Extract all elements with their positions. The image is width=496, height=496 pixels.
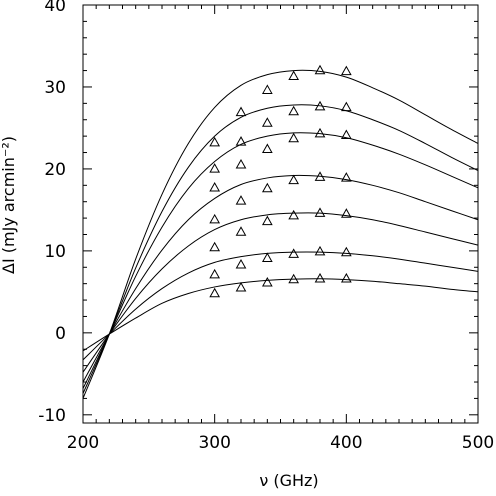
y-tick-label: 0 (55, 324, 66, 344)
triangle-marker-s1 (314, 272, 326, 283)
triangle-marker-s2 (235, 258, 247, 269)
triangle-marker-s7 (261, 84, 273, 94)
triangle-marker-s2 (340, 246, 352, 257)
triangle-marker-s3 (209, 241, 221, 252)
series-markers (209, 64, 352, 298)
triangle-marker-s4 (235, 195, 247, 205)
series-curves (82, 69, 479, 399)
triangle-marker-s7 (314, 64, 326, 75)
series-line-4 (82, 174, 479, 383)
triangle-marker-s5 (235, 159, 247, 169)
triangle-marker-s1 (209, 287, 221, 298)
x-axis-label: ν (GHz) (259, 471, 318, 490)
series-line-1 (82, 278, 479, 352)
triangle-marker-s7 (340, 65, 352, 76)
triangle-marker-s7 (209, 136, 221, 147)
triangle-marker-s1 (261, 277, 273, 287)
triangle-marker-s7 (235, 106, 247, 117)
y-axis-ticks: -10 0 10 20 30 40 (38, 0, 478, 426)
series-line-2 (82, 251, 479, 361)
triangle-marker-s3 (261, 215, 273, 226)
y-tick-label: 10 (44, 242, 66, 262)
y-tick-label: -10 (38, 406, 66, 426)
y-axis-label: ΔI (mJy arcmin⁻²) (0, 136, 18, 274)
x-tick-label: 500 (462, 433, 494, 453)
series-line-6 (82, 104, 479, 394)
triangle-marker-s4 (340, 172, 352, 182)
y-tick-label: 40 (44, 0, 66, 16)
y-tick-label: 30 (44, 78, 66, 98)
x-tick-label: 300 (198, 433, 230, 453)
series-line-3 (82, 212, 479, 373)
triangle-marker-s4 (314, 171, 326, 181)
triangle-marker-s2 (209, 268, 221, 279)
series-line-5 (82, 132, 479, 389)
triangle-marker-s3 (288, 209, 300, 220)
triangle-marker-s5 (340, 129, 352, 140)
triangle-marker-s3 (340, 208, 352, 218)
x-axis-ticks: 200 300 400 500 (67, 5, 494, 453)
triangle-marker-s2 (314, 245, 326, 256)
triangle-marker-s2 (288, 248, 300, 258)
triangle-marker-s2 (261, 252, 273, 262)
triangle-marker-s3 (314, 207, 326, 217)
x-tick-label: 400 (330, 433, 362, 453)
triangle-marker-s4 (288, 174, 300, 185)
triangle-marker-s7 (288, 70, 300, 81)
series-line-7 (82, 69, 479, 399)
triangle-marker-s6 (209, 163, 221, 173)
triangle-marker-s5 (261, 143, 273, 153)
triangle-marker-s6 (235, 136, 247, 146)
triangle-marker-s6 (288, 105, 300, 116)
triangle-marker-s6 (261, 117, 273, 127)
triangle-marker-s1 (340, 272, 352, 283)
triangle-marker-s5 (209, 181, 221, 192)
triangle-marker-s6 (314, 100, 326, 111)
triangle-marker-s6 (340, 101, 352, 112)
triangle-marker-s4 (209, 213, 221, 224)
triangle-marker-s5 (314, 127, 326, 138)
y-tick-label: 20 (44, 160, 66, 180)
triangle-marker-s5 (288, 132, 300, 143)
triangle-marker-s4 (261, 182, 273, 193)
x-tick-label: 200 (67, 433, 99, 453)
triangle-marker-s1 (288, 273, 300, 284)
triangle-marker-s1 (235, 281, 247, 292)
triangle-marker-s3 (235, 226, 247, 236)
